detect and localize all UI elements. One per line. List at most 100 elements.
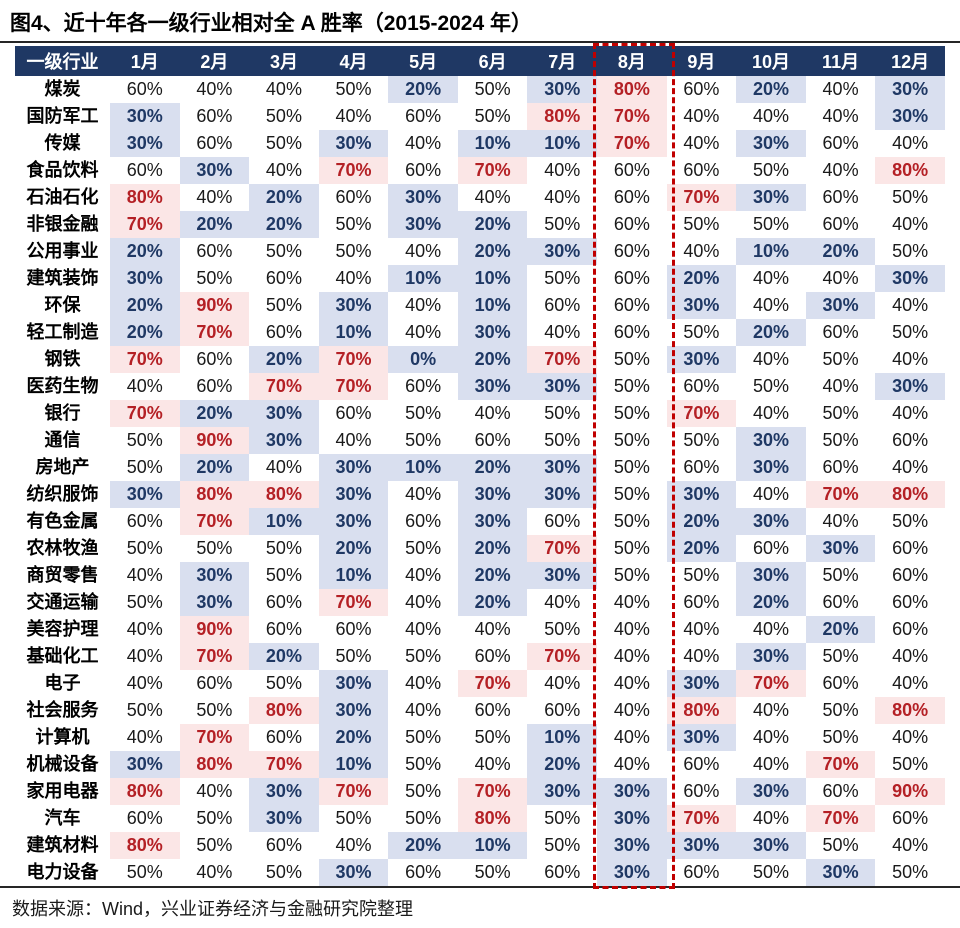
table-cell: 40% bbox=[613, 592, 650, 612]
table-cell: 50% bbox=[405, 727, 442, 747]
table-cell: 50% bbox=[544, 808, 581, 828]
table-cell: 50% bbox=[265, 673, 302, 693]
table-cell: 40% bbox=[405, 619, 442, 639]
row-label: 石油石化 bbox=[26, 187, 99, 207]
row-label: 家用电器 bbox=[26, 781, 99, 801]
table-cell: 40% bbox=[683, 241, 720, 261]
table-cell: 60% bbox=[683, 457, 720, 477]
table-cell: 70% bbox=[179, 643, 250, 670]
table-cell: 50% bbox=[335, 646, 372, 666]
table-cell: 60% bbox=[474, 646, 511, 666]
table-cell: 80% bbox=[110, 184, 180, 211]
table-cell: 60% bbox=[822, 322, 859, 342]
table-cell: 20% bbox=[179, 454, 250, 481]
table-cell: 50% bbox=[474, 106, 511, 126]
table-cell: 30% bbox=[666, 724, 737, 751]
table-cell: 50% bbox=[544, 835, 581, 855]
row-label: 社会服务 bbox=[26, 700, 99, 720]
row-label: 钢铁 bbox=[44, 349, 81, 369]
table-cell: 40% bbox=[405, 241, 442, 261]
table-cell: 20% bbox=[805, 616, 876, 643]
table-cell: 60% bbox=[822, 187, 859, 207]
table-cell: 20% bbox=[110, 319, 180, 346]
table-cell: 50% bbox=[265, 241, 302, 261]
table-cell: 40% bbox=[196, 781, 233, 801]
table-cell: 20% bbox=[249, 346, 319, 373]
row-label: 公用事业 bbox=[26, 241, 99, 261]
table-cell: 90% bbox=[875, 778, 945, 805]
table-cell: 40% bbox=[544, 160, 581, 180]
table-cell: 50% bbox=[892, 322, 929, 342]
table-cell: 60% bbox=[544, 511, 581, 531]
table-cell: 40% bbox=[265, 160, 302, 180]
table-cell: 40% bbox=[892, 295, 929, 315]
row-label: 交通运输 bbox=[26, 592, 99, 612]
table-row: 国防军工 30% 60% 50% 40% 60% 50% 80% 70% 40% 40% 40% 30% bbox=[15, 103, 945, 130]
column-header: 一级行业 bbox=[15, 46, 110, 76]
table-cell: 60% bbox=[822, 781, 859, 801]
table-cell: 20% bbox=[388, 832, 458, 859]
table-cell: 20% bbox=[388, 76, 458, 103]
row-label: 电子 bbox=[44, 673, 81, 693]
table-cell: 60% bbox=[474, 700, 511, 720]
table-cell: 50% bbox=[126, 700, 163, 720]
table-cell: 30% bbox=[805, 292, 876, 319]
table-cell: 50% bbox=[405, 781, 442, 801]
table-cell: 50% bbox=[822, 835, 859, 855]
source-note: 数据来源：Wind，兴业证券经济与金融研究院整理 bbox=[12, 899, 414, 919]
table-cell: 50% bbox=[544, 430, 581, 450]
table-cell: 60% bbox=[126, 511, 163, 531]
column-header: 6月 bbox=[457, 46, 528, 76]
table-cell: 30% bbox=[457, 319, 528, 346]
table-cell: 50% bbox=[892, 862, 929, 882]
table-cell: 60% bbox=[126, 79, 163, 99]
table-cell: 20% bbox=[457, 211, 528, 238]
table-cell: 30% bbox=[527, 562, 598, 589]
table-cell: 50% bbox=[822, 700, 859, 720]
table-cell: 40% bbox=[196, 79, 233, 99]
table-cell: 60% bbox=[752, 538, 789, 558]
table-cell: 70% bbox=[527, 346, 598, 373]
column-header: 7月 bbox=[527, 46, 598, 76]
table-cell: 30% bbox=[666, 481, 737, 508]
table-cell: 50% bbox=[683, 565, 720, 585]
table-cell: 30% bbox=[179, 157, 250, 184]
table-cell: 40% bbox=[335, 835, 372, 855]
table-cell: 60% bbox=[265, 619, 302, 639]
table-row: 基础化工 40% 70% 20% 50% 50% 60% 70% 40% 40% 30% 50% 40% bbox=[15, 643, 945, 670]
column-header: 12月 bbox=[875, 46, 945, 76]
table-cell: 50% bbox=[544, 214, 581, 234]
row-label: 环保 bbox=[44, 295, 81, 315]
row-label: 食品饮料 bbox=[26, 160, 99, 180]
table-cell: 30% bbox=[457, 481, 528, 508]
table-cell: 80% bbox=[875, 157, 945, 184]
table-cell: 40% bbox=[126, 619, 163, 639]
row-label: 银行 bbox=[44, 403, 81, 423]
table-cell: 20% bbox=[249, 643, 319, 670]
table-cell: 40% bbox=[752, 808, 789, 828]
table-cell: 60% bbox=[613, 322, 650, 342]
table-cell: 50% bbox=[822, 727, 859, 747]
table-row: 医药生物 40% 60% 70% 70% 60% 30% 30% 50% 60% 50% 40% 30% bbox=[15, 373, 945, 400]
table-cell: 60% bbox=[405, 376, 442, 396]
table-cell: 50% bbox=[822, 565, 859, 585]
table-cell: 30% bbox=[388, 211, 458, 238]
table-cell: 60% bbox=[335, 403, 372, 423]
table-cell: 40% bbox=[613, 754, 650, 774]
table-cell: 40% bbox=[752, 619, 789, 639]
table-cell: 10% bbox=[249, 508, 319, 535]
table-cell: 50% bbox=[474, 727, 511, 747]
table-cell: 80% bbox=[110, 832, 180, 859]
row-label: 汽车 bbox=[44, 808, 81, 828]
row-label: 煤炭 bbox=[44, 79, 81, 99]
title-divider bbox=[0, 41, 960, 43]
table-cell: 80% bbox=[249, 697, 319, 724]
table-cell: 70% bbox=[457, 778, 528, 805]
table-cell: 60% bbox=[405, 160, 442, 180]
table-cell: 60% bbox=[683, 781, 720, 801]
row-label: 国防军工 bbox=[26, 106, 99, 126]
table-cell: 40% bbox=[405, 700, 442, 720]
table-cell: 20% bbox=[805, 238, 876, 265]
table-cell: 70% bbox=[457, 157, 528, 184]
table-cell: 60% bbox=[196, 133, 233, 153]
